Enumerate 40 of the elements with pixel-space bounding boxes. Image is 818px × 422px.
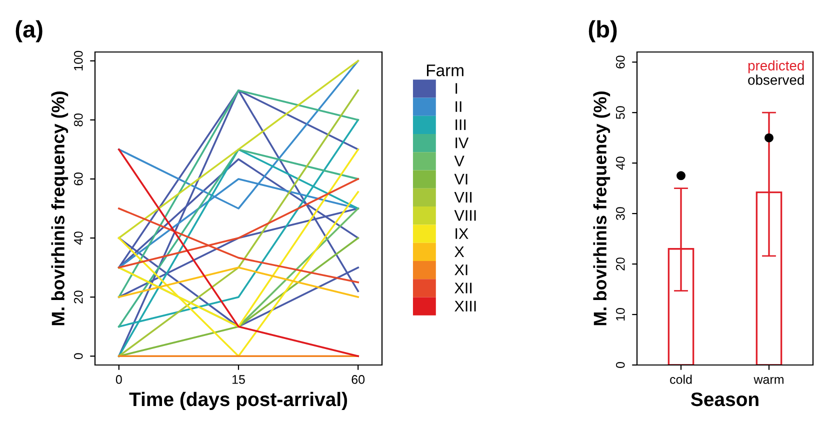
y-tick-label: 30	[616, 207, 625, 220]
legend-label: X	[454, 246, 464, 257]
y-tick-label: 10	[616, 308, 625, 321]
y-tick-label: 0	[74, 353, 83, 360]
chart-title: (a)	[16, 20, 42, 42]
y-tick-label: 0	[616, 362, 625, 368]
text: observed	[748, 74, 804, 85]
y-tick-label: 50	[616, 106, 625, 120]
legend-label: II	[456, 101, 462, 112]
x-tick-label: 60	[352, 375, 365, 384]
y-tick-label: 100	[74, 50, 83, 70]
legend-label: V	[454, 156, 464, 166]
legend-label: IV	[456, 138, 469, 148]
legend-label: III	[456, 119, 466, 130]
y-tick-label: 80	[74, 113, 83, 126]
legend-label: I	[456, 83, 458, 94]
x-tick-label: warm	[754, 377, 784, 384]
legend-label: VIII	[454, 210, 476, 221]
y-tick-label: 60	[616, 56, 625, 68]
y-tick-label: 40	[74, 232, 83, 245]
legend-label: VII	[454, 192, 472, 203]
legend-label: IX	[456, 228, 468, 239]
x-tick-label: 15	[232, 375, 245, 384]
legend-title: Farm	[426, 64, 464, 76]
x-tick-label: cold	[670, 374, 692, 384]
y-axis-title: M. bovirhinis frequency (%)	[593, 92, 610, 326]
legend-label: VI	[454, 174, 468, 184]
y-tick-label: 60	[74, 172, 83, 186]
legend-label: XI	[454, 264, 468, 276]
x-tick-label: 0	[116, 375, 122, 384]
legend-label: XII	[454, 282, 472, 294]
y-axis-title: M. bovirhinis frequency (%)	[51, 92, 68, 326]
x-axis-title: Season	[690, 392, 758, 406]
legend-label: XIII	[454, 300, 476, 312]
x-axis-title: Time (days post-arrival)	[129, 392, 348, 410]
text: predicted	[748, 60, 804, 74]
y-tick-label: 20	[74, 290, 83, 304]
chart-title: (b)	[588, 20, 617, 42]
y-tick-label: 40	[616, 156, 625, 170]
y-tick-label: 20	[616, 258, 625, 270]
